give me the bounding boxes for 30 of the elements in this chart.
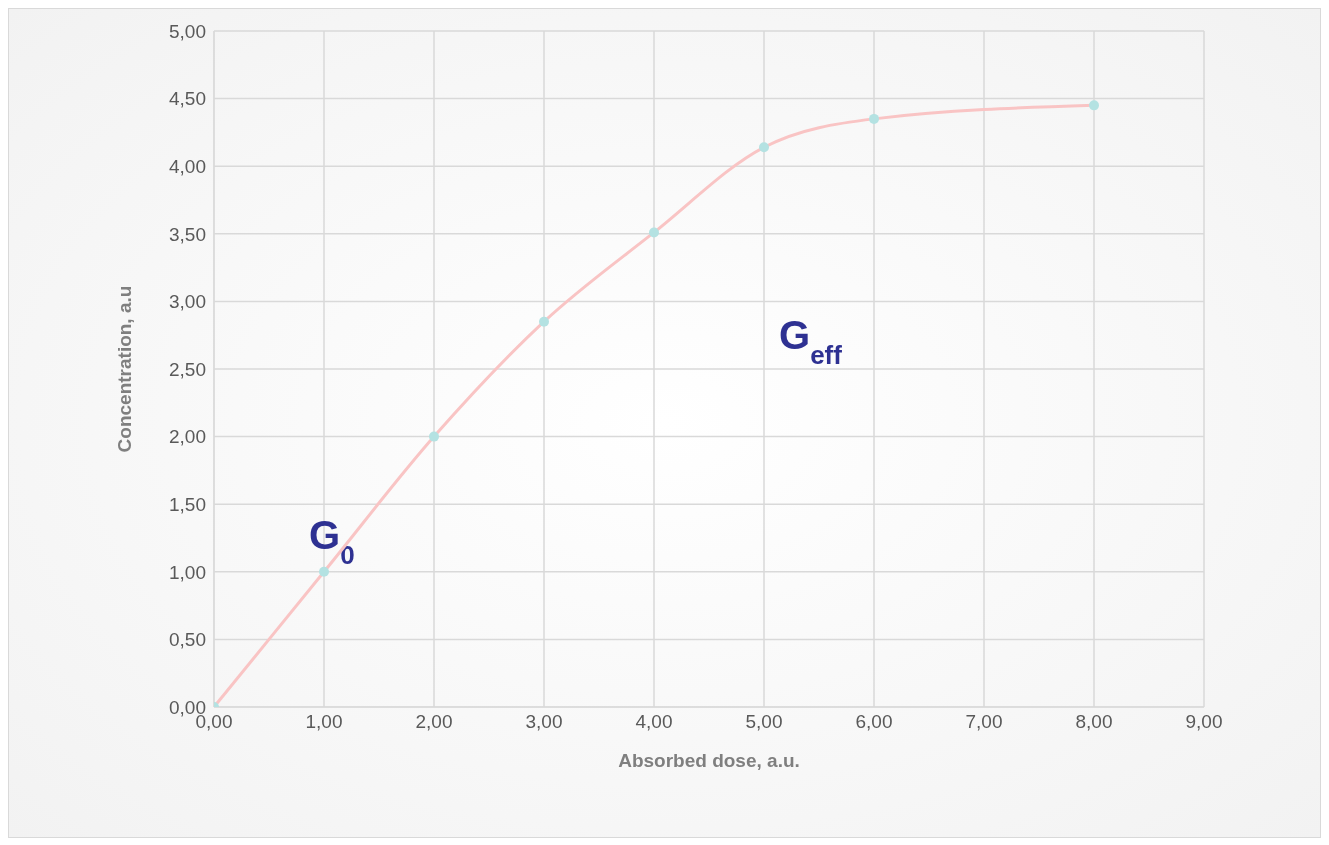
x-tick-label: 1,00 [305,711,343,733]
x-tick-label: 4,00 [635,711,673,733]
y-tick-label: 1,00 [169,561,206,583]
y-tick-label: 3,50 [169,223,206,245]
y-tick-label: 5,00 [169,20,206,42]
point [869,113,879,124]
y-tick-label: 2,00 [169,426,206,448]
x-tick-label: 8,00 [1075,711,1113,733]
x-tick-label: 3,00 [525,711,563,733]
x-axis-title: Absorbed dose, a.u. [618,750,800,771]
x-tick-label: 2,00 [415,711,453,733]
x-tick-label: 7,00 [965,711,1003,733]
x-tick-label: 6,00 [855,711,893,733]
point [539,316,549,327]
point [429,431,439,442]
x-tick-label: 5,00 [745,711,783,733]
x-tick-label: 9,00 [1185,711,1223,733]
y-tick-label: 4,50 [169,88,206,110]
y-tick-label: 0,50 [169,629,206,651]
annotation: G$_{0}$ [309,513,355,570]
y-tick-label: 3,00 [169,291,206,313]
point [759,142,769,153]
y-tick-label: 4,00 [169,155,206,177]
y-tick-label: 2,50 [169,358,206,380]
annotation: G$_{eff}$ [779,313,843,370]
point [649,227,659,238]
y-axis-title: Concentration, a.u [113,285,135,453]
point [1089,100,1099,111]
point [319,566,329,577]
y-tick-label: 1,50 [169,493,206,515]
